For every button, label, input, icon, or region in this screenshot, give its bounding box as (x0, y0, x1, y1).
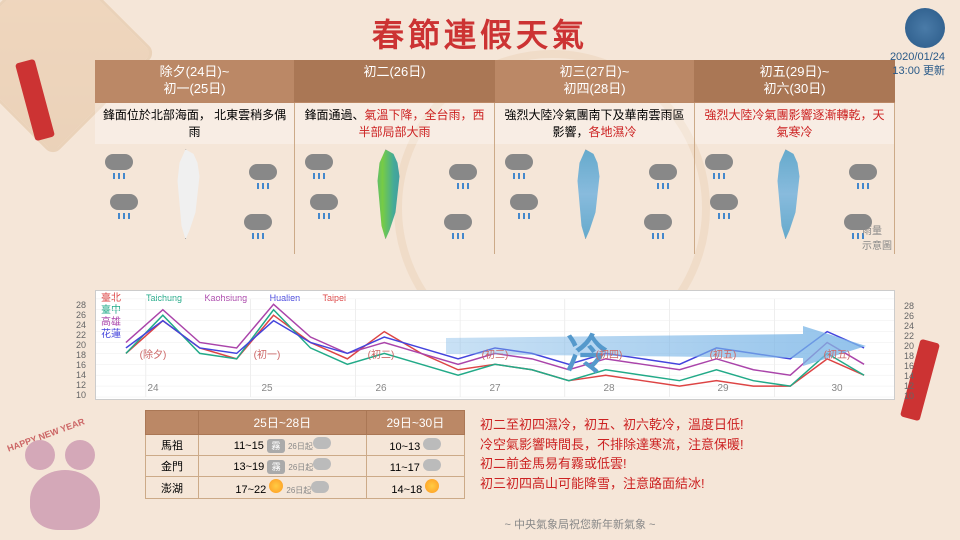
footer-text: ~ 中央氣象局祝您新年新氣象 ~ (505, 516, 656, 532)
note-line: 初二至初四濕冷，初五、初六乾冷，溫度日低! (480, 415, 900, 435)
map-cell (295, 144, 495, 254)
cloud-icon (311, 481, 329, 493)
islands-row: 金門13~19 霧 26日起11~17 (146, 456, 465, 477)
lunar-day-labels: (除夕)(初一)(初二)(初三)(初四)(初五)(初五) (96, 346, 894, 361)
cloud-icon (313, 437, 331, 449)
islands-forecast-table: 25日~28日29日~30日馬祖11~15 霧 26日起10~13 金門13~1… (145, 410, 465, 499)
period-header-cell: 初二(26日) (295, 60, 495, 102)
y-axis-left: 28262422201816141210 (76, 301, 86, 401)
mouse-mascot-icon (20, 440, 120, 530)
rain-cloud-icon (649, 164, 679, 184)
rain-cloud-icon (710, 194, 740, 214)
temperature-chart: 臺北 臺中 高雄 花蓮 Taichung Kaohsiung Hualien T… (95, 290, 895, 400)
rain-legend-label: 雨量示意圖 (862, 222, 892, 252)
rain-cloud-icon (249, 164, 279, 184)
map-cell (95, 144, 295, 254)
islands-header-cell: 29日~30日 (366, 411, 464, 435)
islands-header-cell (146, 411, 199, 435)
map-row: 雨量示意圖 (95, 144, 895, 254)
y-axis-right: 28262422201816141210 (904, 301, 914, 401)
cwb-logo-icon (905, 8, 945, 48)
islands-row: 澎湖17~22 26日起14~18 (146, 477, 465, 499)
page-title: 春節連假天氣 (372, 10, 588, 56)
update-timestamp: 2020/01/24 13:00 更新 (890, 50, 945, 79)
date-labels: 24252627282930 (96, 383, 894, 394)
rain-cloud-icon (305, 154, 335, 174)
description-cell: 強烈大陸冷氣團南下及華南雲雨區影響，各地濕冷 (495, 103, 695, 145)
rain-cloud-icon (510, 194, 540, 214)
period-header-cell: 除夕(24日)~初一(25日) (95, 60, 295, 102)
description-row: 鋒面位於北部海面， 北東雲稍多偶雨鋒面通過、氣溫下降，全台雨，西半部局部大雨強烈… (95, 103, 895, 145)
rain-cloud-icon (644, 214, 674, 234)
note-line: 冷空氣影響時間長，不排除達寒流，注意保暖! (480, 435, 900, 455)
rain-cloud-icon (444, 214, 474, 234)
rain-cloud-icon (105, 154, 135, 174)
map-cell (495, 144, 695, 254)
rain-cloud-icon (505, 154, 535, 174)
rain-cloud-icon (244, 214, 274, 234)
period-header-cell: 初三(27日)~初四(28日) (495, 60, 695, 102)
fog-icon: 霧 (267, 460, 285, 474)
fog-icon: 霧 (267, 439, 285, 453)
period-header-cell: 初五(29日)~初六(30日) (695, 60, 895, 102)
map-cell: 雨量示意圖 (695, 144, 895, 254)
sun-icon (269, 479, 283, 493)
cloud-icon (423, 438, 441, 450)
firecracker-left-icon (10, 60, 60, 160)
forecast-table: 除夕(24日)~初一(25日)初二(26日)初三(27日)~初四(28日)初五(… (95, 60, 895, 254)
period-header-row: 除夕(24日)~初一(25日)初二(26日)初三(27日)~初四(28日)初五(… (95, 60, 895, 103)
note-line: 初二前金馬易有霧或低雲! (480, 454, 900, 474)
rain-cloud-icon (849, 164, 879, 184)
islands-header-cell: 25日~28日 (198, 411, 366, 435)
sun-icon (425, 479, 439, 493)
description-cell: 鋒面通過、氣溫下降，全台雨，西半部局部大雨 (295, 103, 495, 145)
rain-cloud-icon (310, 194, 340, 214)
note-line: 初三初四高山可能降雪，注意路面結冰! (480, 474, 900, 494)
rain-cloud-icon (110, 194, 140, 214)
firecracker-right-icon (895, 340, 945, 440)
rain-cloud-icon (449, 164, 479, 184)
cloud-icon (313, 458, 331, 470)
weather-notes: 初二至初四濕冷，初五、初六乾冷，溫度日低!冷空氣影響時間長，不排除達寒流，注意保… (480, 415, 900, 493)
islands-row: 馬祖11~15 霧 26日起10~13 (146, 435, 465, 456)
description-cell: 強烈大陸冷氣團影響逐漸轉乾，天氣寒冷 (695, 103, 895, 145)
description-cell: 鋒面位於北部海面， 北東雲稍多偶雨 (95, 103, 295, 145)
cloud-icon (423, 459, 441, 471)
rain-cloud-icon (705, 154, 735, 174)
